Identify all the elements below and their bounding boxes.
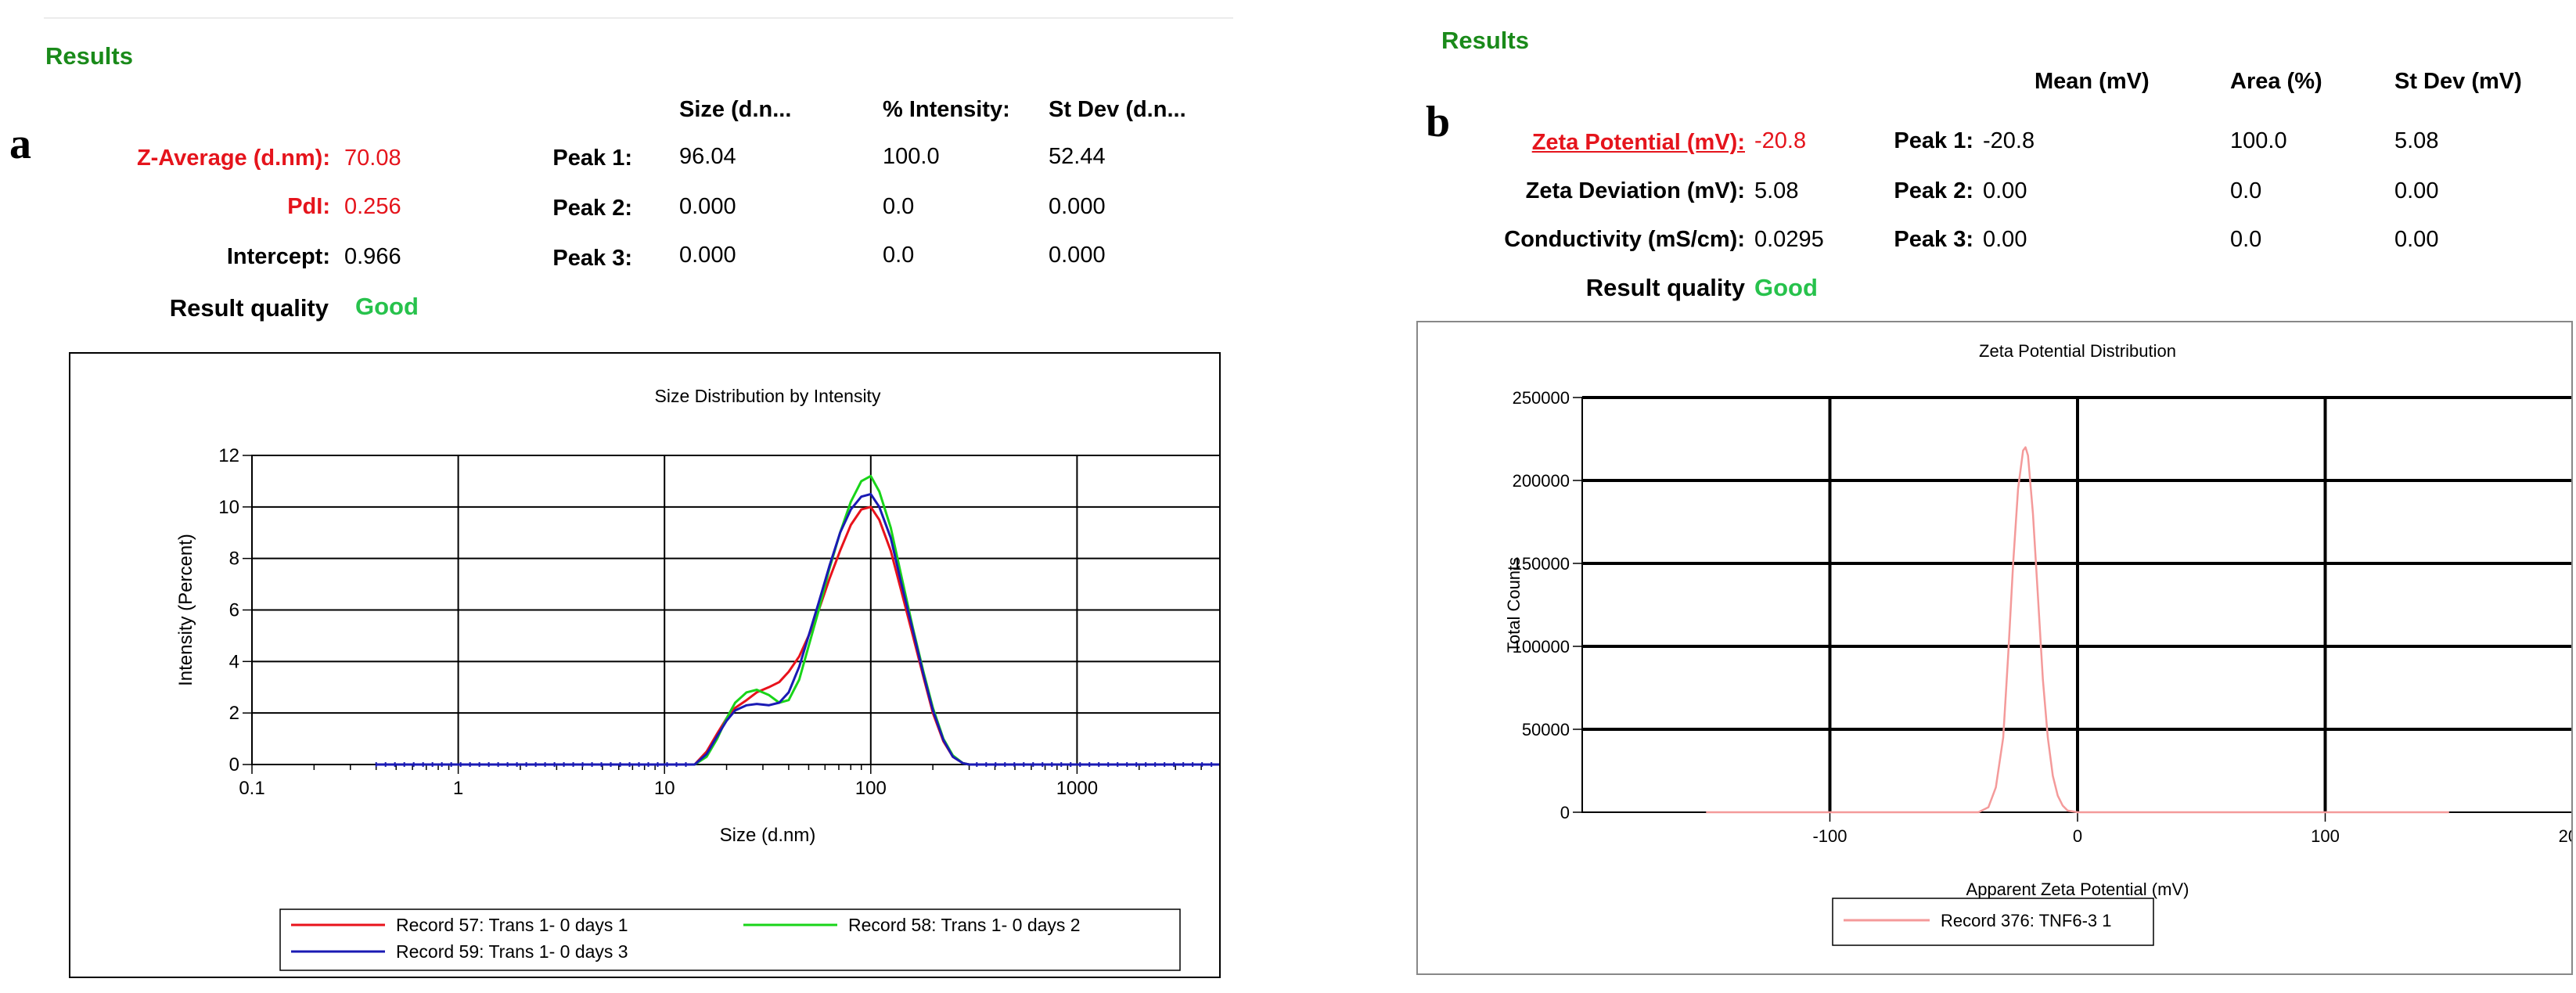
header-intensity: % Intensity: — [883, 97, 1010, 122]
y-tick-label: 150000 — [1513, 554, 1570, 574]
peak-stdev: 0.000 — [1049, 194, 1106, 219]
zeta-potential-chart: Zeta Potential Distribution -100 0 100 200 0 5… — [1416, 321, 2576, 975]
chart-title: Zeta Potential Distribution — [1979, 341, 2176, 361]
peak-stdev: 0.00 — [2394, 227, 2439, 252]
peak-label: Peak 1: — [552, 146, 632, 171]
zaverage-value: 70.08 — [344, 146, 401, 171]
x-tick-label: 0 — [2073, 826, 2082, 846]
size-distribution-chart: Size Distribution by Intensity 0.1 1 10 100 1… — [69, 352, 1309, 978]
peak-mean: 0.00 — [1983, 227, 2027, 252]
x-tick-label: 100 — [855, 778, 887, 799]
y-tick-label: 10 — [218, 497, 239, 518]
zeta-potential-label: Zeta Potential (mV): — [1531, 130, 1745, 155]
peak-area: 0.0 — [2230, 178, 2262, 203]
panel-b: Results b Mean (mV) Area (%) St Dev (mV)… — [1409, 0, 2576, 993]
series-line — [376, 492, 1252, 766]
y-tick-label: 0 — [1560, 803, 1570, 822]
legend-label: Record 59: Trans 1- 0 days 3 — [396, 941, 628, 962]
peak-size: 0.000 — [679, 243, 736, 268]
zaverage-label: Z-Average (d.nm): — [136, 146, 330, 171]
peak-stdev: 52.44 — [1049, 144, 1106, 169]
legend-box — [279, 908, 1181, 971]
result-quality-label: Result quality — [169, 294, 329, 322]
conductivity-label: Conductivity (mS/cm): — [1504, 227, 1745, 252]
y-tick-label: 4 — [229, 651, 239, 672]
peak-size: 0.000 — [679, 194, 736, 219]
legend-label: Record 57: Trans 1- 0 days 1 — [396, 915, 628, 935]
y-axis-label: Total Counts — [1504, 557, 1524, 653]
zeta-deviation-value: 5.08 — [1754, 178, 1799, 203]
pdi-label: PdI: — [287, 194, 330, 219]
panel-letter: b — [1426, 98, 1451, 146]
y-axis-label: Intensity (Percent) — [175, 534, 196, 686]
divider — [44, 17, 1233, 19]
header-area: Area (%) — [2230, 69, 2322, 94]
x-axis-label: Size (d.nm) — [720, 825, 816, 846]
y-tick-label: 250000 — [1513, 388, 1570, 408]
y-tick-label: 8 — [229, 549, 239, 570]
legend-label: Record 376: TNF6-3 1 — [1941, 911, 2111, 930]
intercept-value: 0.966 — [344, 244, 401, 269]
y-tick-label: 6 — [229, 600, 239, 621]
peak-mean: -20.8 — [1983, 128, 2035, 153]
peak-size: 96.04 — [679, 144, 736, 169]
header-stdev: St Dev (d.n... — [1049, 97, 1186, 122]
peak-stdev: 0.000 — [1049, 243, 1106, 268]
result-quality-value: Good — [1754, 274, 1818, 301]
panel-letter: a — [9, 120, 31, 168]
y-tick-label: 2 — [229, 703, 239, 724]
y-tick-label: 200000 — [1513, 471, 1570, 491]
peak-stdev: 0.00 — [2394, 178, 2439, 203]
peak-intensity: 100.0 — [883, 144, 940, 169]
legend-label: Record 58: Trans 1- 0 days 2 — [848, 915, 1081, 935]
header-stdev: St Dev (mV) — [2394, 69, 2522, 94]
x-tick-label: 200 — [2559, 826, 2571, 846]
x-axis-label: Apparent Zeta Potential (mV) — [1966, 880, 2189, 899]
intercept-label: Intercept: — [226, 244, 330, 269]
chart-title: Size Distribution by Intensity — [655, 386, 881, 406]
result-quality-label: Result quality — [1585, 274, 1745, 301]
x-tick-label: 0.1 — [239, 778, 264, 799]
peak-label: Peak 3: — [552, 246, 632, 271]
legend-box — [1832, 898, 2154, 946]
peak-label: Peak 3: — [1894, 227, 1973, 252]
conductivity-value: 0.0295 — [1754, 227, 1824, 252]
zeta-potential-value: -20.8 — [1754, 128, 1807, 153]
series-line — [376, 474, 1252, 766]
peak-area: 100.0 — [2230, 128, 2287, 153]
header-size: Size (d.n... — [679, 97, 792, 122]
x-tick-label: 1000 — [1056, 778, 1098, 799]
x-tick-label: 100 — [2311, 826, 2340, 846]
header-mean: Mean (mV) — [2035, 69, 2150, 94]
panel-a: Results a Size (d.n... % Intensity: St D… — [0, 0, 1309, 993]
y-tick-label: 12 — [218, 445, 239, 466]
results-title: Results — [1441, 27, 1529, 54]
peak-label: Peak 2: — [552, 196, 632, 221]
series-line — [1706, 446, 2449, 814]
peak-stdev: 5.08 — [2394, 128, 2439, 153]
peak-area: 0.0 — [2230, 227, 2262, 252]
x-tick-label: 1 — [453, 778, 463, 799]
results-title: Results — [45, 42, 133, 70]
peak-label: Peak 1: — [1894, 128, 1973, 153]
series-line — [376, 505, 1252, 766]
x-tick-label: 10 — [654, 778, 675, 799]
result-quality-value: Good — [355, 293, 419, 320]
peak-mean: 0.00 — [1983, 178, 2027, 203]
peak-intensity: 0.0 — [883, 243, 915, 268]
x-tick-label: -100 — [1812, 826, 1847, 846]
y-tick-label: 100000 — [1513, 637, 1570, 657]
y-tick-label: 50000 — [1522, 720, 1570, 739]
y-tick-label: 0 — [229, 754, 239, 775]
peak-intensity: 0.0 — [883, 194, 915, 219]
zeta-deviation-label: Zeta Deviation (mV): — [1525, 178, 1745, 203]
pdi-value: 0.256 — [344, 194, 401, 219]
peak-label: Peak 2: — [1894, 178, 1973, 203]
zeta-potential-svg: Zeta Potential Distribution -100 0 100 200 0 5… — [1504, 341, 2576, 946]
